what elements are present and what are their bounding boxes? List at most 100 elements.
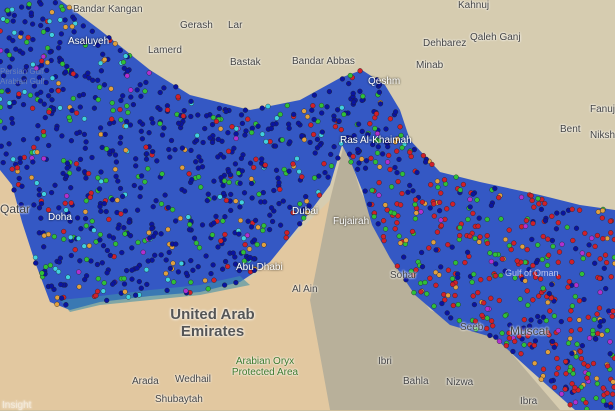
vessel-dot	[68, 185, 74, 191]
vessel-dot	[403, 237, 409, 243]
vessel-dot	[188, 279, 194, 285]
vessel-dot	[568, 308, 574, 314]
vessel-dot	[547, 308, 553, 314]
vessel-dot	[565, 340, 572, 346]
vessel-dot	[596, 305, 603, 311]
vessel-dot	[572, 293, 578, 300]
vessel-dot	[236, 268, 242, 274]
vessel-dot	[142, 88, 148, 94]
vessel-dot	[112, 41, 118, 47]
vessel-dot	[190, 267, 196, 273]
vessel-dot	[196, 154, 202, 160]
vessel-dot	[304, 114, 311, 120]
vessel-dot	[608, 404, 614, 410]
vessel-dot	[356, 160, 362, 166]
vessel-dot	[502, 268, 508, 274]
vessel-dot	[299, 174, 305, 180]
vessel-dot	[449, 244, 455, 250]
label-bent: Bent	[560, 124, 581, 135]
vessel-dot	[5, 87, 11, 94]
vessel-dot	[484, 325, 490, 332]
vessel-dot	[0, 73, 7, 79]
vessel-dot	[610, 391, 615, 397]
vessel-dot	[45, 93, 52, 99]
vessel-dot	[277, 111, 283, 118]
vessel-dot	[365, 132, 371, 138]
vessel-dot	[409, 228, 416, 235]
vessel-dot	[18, 202, 24, 208]
vessel-dot	[533, 259, 540, 266]
vessel-dot	[97, 60, 104, 66]
vessel-dot	[530, 297, 536, 303]
vessel-dot	[331, 117, 337, 123]
vessel-dot	[228, 207, 234, 214]
vessel-dot	[610, 379, 615, 385]
vessel-dot	[210, 114, 216, 121]
vessel-dot	[11, 99, 17, 106]
vessel-dot	[489, 318, 495, 324]
vessel-dot	[221, 154, 227, 160]
vessel-dot	[35, 123, 41, 129]
vessel-dot	[238, 155, 245, 162]
vessel-dot	[462, 260, 468, 266]
vessel-dot	[260, 190, 266, 196]
vessel-dot	[540, 233, 546, 240]
vessel-dot	[118, 211, 124, 217]
vessel-dot	[569, 259, 575, 265]
vessel-dot	[65, 274, 71, 280]
vessel-dot	[433, 269, 439, 276]
vessel-dot	[63, 302, 69, 308]
vessel-dot	[380, 234, 387, 240]
vessel-dot	[437, 199, 443, 206]
vessel-dot	[81, 131, 88, 138]
vessel-dot	[84, 256, 90, 263]
vessel-dot	[137, 82, 143, 88]
vessel-dot	[52, 182, 58, 188]
vessel-dot	[165, 277, 171, 283]
vessel-dot	[411, 290, 417, 296]
vessel-dot	[299, 133, 305, 139]
vessel-dot	[4, 48, 10, 54]
vessel-dot	[85, 70, 91, 76]
vessel-dot	[600, 385, 606, 391]
vessel-dot	[115, 178, 121, 184]
vessel-dot	[484, 216, 490, 223]
vessel-dot	[98, 208, 104, 214]
vessel-dot	[274, 115, 280, 121]
vessel-dot	[70, 71, 76, 77]
vessel-dot	[586, 335, 593, 341]
vessel-dot	[233, 198, 239, 204]
vessel-dot	[23, 63, 30, 70]
vessel-dot	[412, 201, 418, 208]
vessel-dot	[86, 75, 92, 81]
vessel-dot	[350, 90, 356, 97]
vessel-dot	[423, 159, 429, 165]
vessel-dot	[499, 330, 505, 336]
vessel-dot	[144, 151, 150, 157]
vessel-dot	[297, 201, 303, 207]
vessel-dot	[117, 47, 123, 54]
vessel-dot	[444, 310, 450, 316]
label-shubaytah: Shubaytah	[155, 394, 203, 405]
vessel-dot	[490, 323, 496, 329]
vessel-dot	[569, 303, 576, 309]
vessel-dot	[357, 88, 363, 94]
vessel-dot	[512, 338, 518, 345]
vessel-dot	[102, 131, 108, 138]
vessel-dot	[112, 241, 119, 247]
vessel-dot	[325, 174, 331, 180]
vessel-dot	[181, 108, 187, 114]
vessel-dot	[611, 236, 615, 243]
vessel-dot	[381, 218, 387, 224]
vessel-dot	[450, 302, 456, 309]
vessel-dot	[83, 175, 89, 181]
vessel-dot	[10, 18, 16, 24]
vessel-dot	[89, 28, 95, 34]
vessel-dot	[367, 201, 373, 207]
vessel-dot	[455, 274, 461, 281]
vessel-dot	[301, 207, 307, 213]
vessel-dot	[188, 98, 194, 105]
vessel-dot	[608, 274, 614, 280]
